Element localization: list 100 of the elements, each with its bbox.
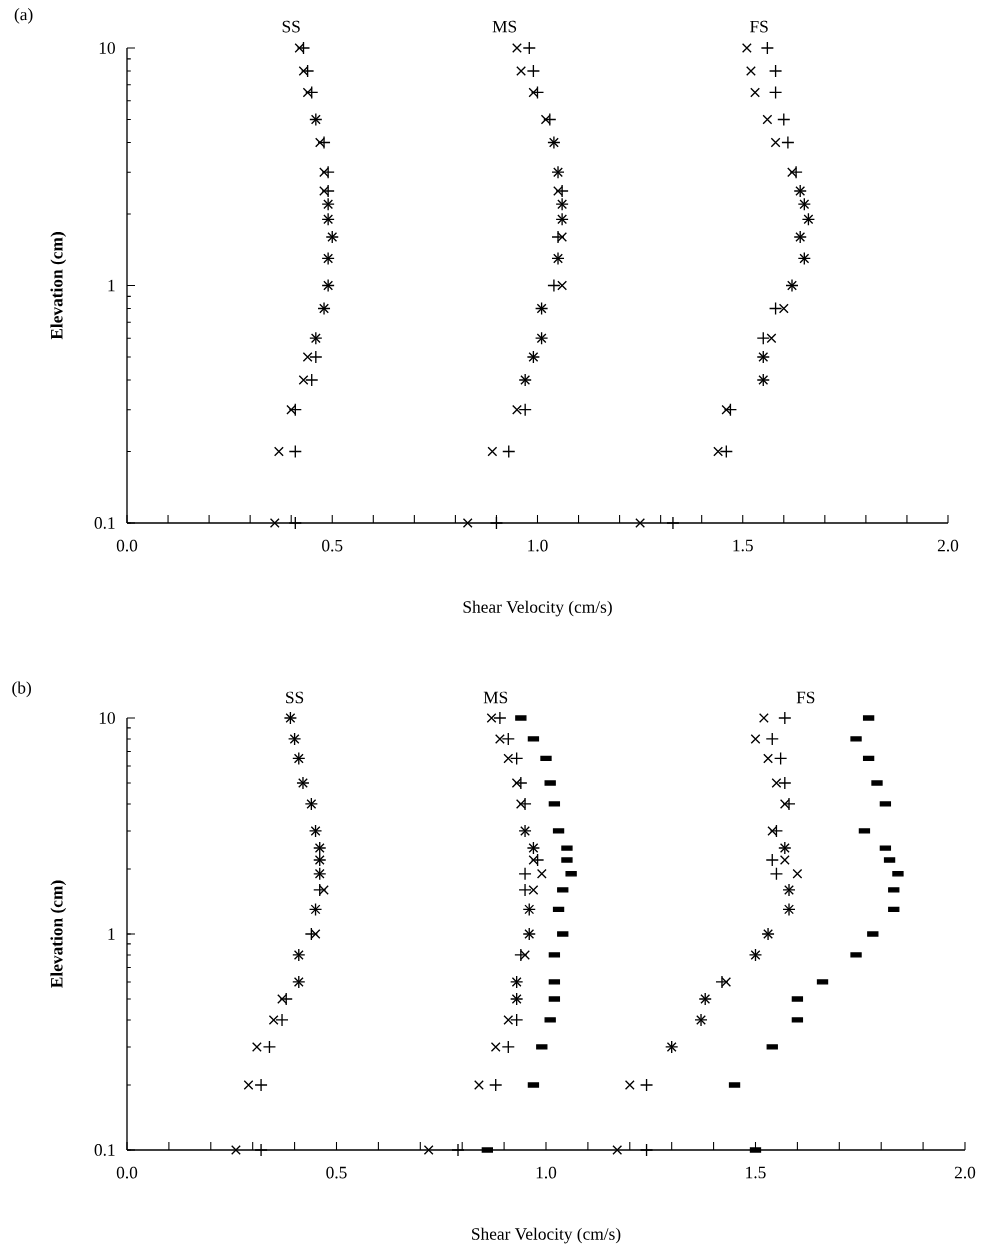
point bbox=[758, 713, 769, 723]
point bbox=[612, 1145, 623, 1155]
point bbox=[789, 165, 803, 179]
chart-title: (a) bbox=[14, 8, 33, 24]
point bbox=[543, 112, 557, 127]
point bbox=[750, 734, 761, 744]
point bbox=[243, 1080, 254, 1090]
point bbox=[557, 280, 568, 291]
point bbox=[254, 1143, 268, 1157]
point bbox=[624, 1080, 635, 1090]
point bbox=[635, 518, 646, 528]
x-tick-label: 1.5 bbox=[746, 1166, 766, 1179]
point bbox=[756, 331, 770, 345]
point bbox=[530, 853, 545, 867]
point bbox=[547, 278, 561, 293]
point bbox=[304, 927, 319, 941]
point bbox=[530, 85, 545, 100]
point bbox=[528, 885, 539, 895]
point bbox=[313, 883, 327, 897]
point bbox=[494, 734, 505, 744]
point bbox=[317, 135, 331, 150]
point bbox=[765, 853, 779, 867]
point bbox=[770, 137, 781, 148]
point bbox=[300, 64, 315, 78]
point bbox=[502, 444, 516, 459]
y-axis-title: Elevation (cm) bbox=[50, 232, 67, 340]
point bbox=[254, 1078, 268, 1092]
point bbox=[760, 41, 775, 55]
point bbox=[763, 753, 773, 764]
y-tick-label: 1 bbox=[108, 279, 115, 292]
point bbox=[309, 350, 323, 364]
point bbox=[512, 43, 522, 53]
point bbox=[490, 1042, 501, 1052]
point bbox=[302, 352, 313, 362]
text: SS bbox=[286, 691, 304, 704]
y-tick-label: 10 bbox=[99, 42, 115, 54]
x-tick-label: 2.0 bbox=[937, 539, 959, 552]
point bbox=[555, 184, 569, 198]
x-tick-label: 0.5 bbox=[326, 1166, 347, 1179]
point bbox=[462, 518, 473, 528]
point bbox=[778, 303, 789, 314]
text: FS bbox=[796, 691, 815, 704]
point bbox=[288, 403, 302, 417]
chart-title: (b) bbox=[12, 681, 31, 698]
point bbox=[639, 1078, 654, 1092]
point bbox=[514, 776, 528, 790]
text: FS bbox=[750, 20, 768, 33]
text: MS bbox=[483, 691, 508, 704]
point bbox=[536, 868, 547, 879]
point bbox=[771, 778, 782, 788]
point bbox=[715, 975, 729, 989]
point bbox=[746, 66, 756, 76]
point bbox=[768, 85, 783, 100]
point bbox=[487, 446, 498, 457]
point bbox=[514, 948, 528, 962]
point bbox=[486, 713, 497, 723]
point bbox=[493, 711, 507, 725]
point bbox=[781, 135, 795, 150]
x-tick-label: 0.0 bbox=[116, 539, 138, 552]
point bbox=[769, 867, 784, 881]
y-tick-label: 0.1 bbox=[94, 1144, 115, 1156]
point bbox=[288, 516, 302, 530]
point bbox=[509, 751, 524, 766]
point bbox=[639, 1143, 654, 1157]
point bbox=[474, 1080, 484, 1090]
point bbox=[518, 403, 532, 417]
point bbox=[782, 797, 796, 811]
point bbox=[526, 64, 541, 78]
point bbox=[778, 776, 792, 790]
point bbox=[269, 518, 280, 528]
point bbox=[551, 230, 565, 244]
point bbox=[296, 41, 311, 55]
point bbox=[762, 114, 773, 125]
point bbox=[719, 444, 733, 459]
point bbox=[423, 1145, 434, 1155]
point bbox=[769, 824, 784, 838]
point bbox=[512, 404, 522, 415]
y-axis-title: Elevation (cm) bbox=[50, 880, 67, 988]
point bbox=[489, 1078, 503, 1092]
point bbox=[305, 85, 319, 100]
x-axis-title: Shear Velocity (cm/s) bbox=[472, 1227, 621, 1244]
x-tick-label: 1.0 bbox=[528, 539, 548, 552]
point bbox=[768, 301, 783, 316]
point bbox=[768, 64, 783, 78]
point bbox=[773, 751, 788, 766]
point bbox=[489, 516, 504, 530]
point bbox=[279, 992, 293, 1006]
x-tick-label: 2.0 bbox=[954, 1166, 976, 1179]
text: MS bbox=[492, 20, 517, 33]
point bbox=[779, 855, 790, 865]
point bbox=[503, 1015, 514, 1025]
point bbox=[666, 516, 680, 530]
point bbox=[321, 165, 335, 179]
point bbox=[501, 732, 515, 746]
x-tick-label: 1.0 bbox=[536, 1166, 557, 1179]
point bbox=[741, 43, 752, 53]
point bbox=[275, 1013, 289, 1027]
point bbox=[298, 375, 309, 385]
point bbox=[522, 41, 536, 55]
point bbox=[518, 797, 532, 811]
